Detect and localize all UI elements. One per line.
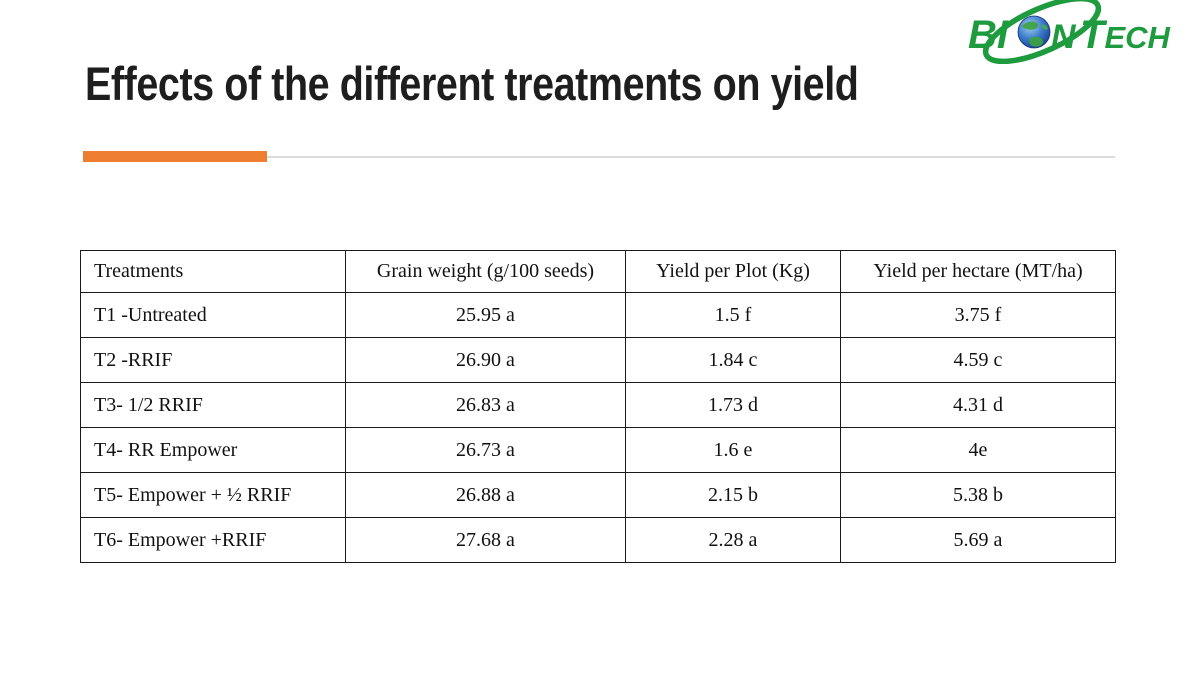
biontech-logo: BI N TECH: [930, 0, 1190, 65]
col-header-grain-weight: Grain weight (g/100 seeds): [345, 250, 626, 293]
cell-grain-weight: 27.68 a: [345, 517, 626, 563]
cell-yield-per-hectare: 5.69 a: [840, 517, 1116, 563]
cell-yield-per-plot: 1.6 e: [625, 427, 841, 473]
cell-yield-per-hectare: 4e: [840, 427, 1116, 473]
logo-text-tech: TECH: [1080, 13, 1171, 57]
table-row: T4- RR Empower 26.73 a 1.6 e 4e: [80, 427, 1116, 473]
table-row: T3- 1/2 RRIF 26.83 a 1.73 d 4.31 d: [80, 382, 1116, 428]
cell-yield-per-plot: 2.15 b: [625, 472, 841, 518]
table-row: T6- Empower +RRIF 27.68 a 2.28 a 5.69 a: [80, 517, 1116, 563]
cell-yield-per-hectare: 4.59 c: [840, 337, 1116, 383]
table-row: T2 -RRIF 26.90 a 1.84 c 4.59 c: [80, 337, 1116, 383]
accent-bar: [83, 151, 267, 162]
cell-treatment: T2 -RRIF: [80, 337, 346, 383]
biontech-logo-graphic: BI N TECH: [968, 0, 1171, 65]
cell-treatment: T3- 1/2 RRIF: [80, 382, 346, 428]
divider-line: [83, 156, 1115, 158]
cell-yield-per-hectare: 3.75 f: [840, 292, 1116, 338]
cell-yield-per-hectare: 4.31 d: [840, 382, 1116, 428]
cell-treatment: T1 -Untreated: [80, 292, 346, 338]
cell-grain-weight: 26.73 a: [345, 427, 626, 473]
cell-yield-per-hectare: 5.38 b: [840, 472, 1116, 518]
table-row: T1 -Untreated 25.95 a 1.5 f 3.75 f: [80, 292, 1116, 338]
header-row: Treatments Grain weight (g/100 seeds) Yi…: [80, 250, 1116, 293]
results-table: Treatments Grain weight (g/100 seeds) Yi…: [80, 250, 1116, 563]
cell-treatment: T6- Empower +RRIF: [80, 517, 346, 563]
col-header-yield-per-plot: Yield per Plot (Kg): [625, 250, 841, 293]
cell-yield-per-plot: 2.28 a: [625, 517, 841, 563]
cell-yield-per-plot: 1.5 f: [625, 292, 841, 338]
col-header-treatments: Treatments: [80, 250, 346, 293]
logo-swoosh: [982, 0, 1102, 65]
col-header-yield-per-hectare: Yield per hectare (MT/ha): [840, 250, 1116, 293]
logo-text-n: N: [1051, 18, 1077, 56]
globe-icon: [1017, 15, 1051, 49]
table-row: T5- Empower + ½ RRIF 26.88 a 2.15 b 5.38…: [80, 472, 1116, 518]
cell-grain-weight: 25.95 a: [345, 292, 626, 338]
logo-text-bi: BI: [968, 13, 1009, 57]
cell-yield-per-plot: 1.84 c: [625, 337, 841, 383]
cell-treatment: T5- Empower + ½ RRIF: [80, 472, 346, 518]
slide-title: Effects of the different treatments on y…: [85, 57, 859, 110]
cell-grain-weight: 26.90 a: [345, 337, 626, 383]
cell-grain-weight: 26.83 a: [345, 382, 626, 428]
logo-text-ech: ECH: [1104, 20, 1170, 55]
cell-grain-weight: 26.88 a: [345, 472, 626, 518]
cell-treatment: T4- RR Empower: [80, 427, 346, 473]
cell-yield-per-plot: 1.73 d: [625, 382, 841, 428]
logo-text-t: T: [1080, 13, 1108, 57]
